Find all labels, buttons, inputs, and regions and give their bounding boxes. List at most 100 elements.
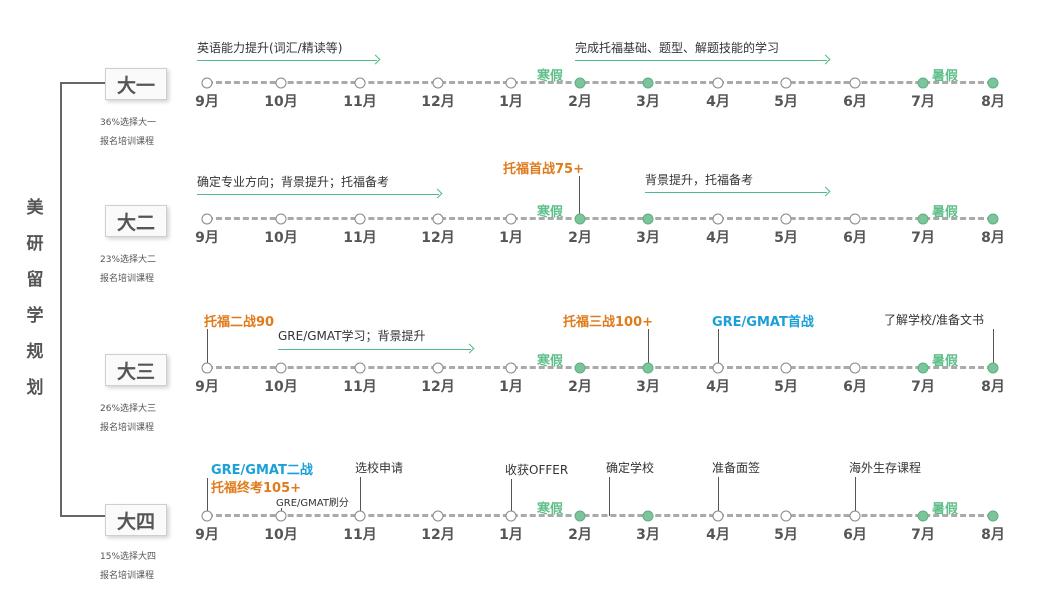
event-label: 收获OFFER: [505, 463, 569, 477]
month-label: 5月: [774, 94, 798, 110]
timeline-node: [712, 362, 724, 374]
timeline-node: [917, 77, 929, 89]
month-label: 11月: [343, 527, 377, 543]
month-label: 4月: [706, 527, 730, 543]
timeline-node: [917, 362, 929, 374]
month-label: 1月: [499, 527, 523, 543]
timeline-node: [505, 510, 517, 522]
timeline-node: [642, 362, 654, 374]
summer-break-label: 暑假: [932, 205, 959, 220]
arrow-label: 背景提升，托福备考: [645, 173, 754, 187]
event-pointer: [360, 477, 361, 516]
month-label: 2月: [568, 379, 592, 395]
timeline-node: [432, 362, 444, 374]
timeline-node: [432, 77, 444, 89]
arrow-line: [197, 60, 377, 61]
event-label: 托福终考105+: [211, 481, 302, 496]
timeline-node: [505, 77, 517, 89]
event-pointer: [855, 477, 856, 516]
year-badge: 大四: [105, 504, 167, 536]
month-label: 2月: [568, 527, 592, 543]
timeline-node: [354, 510, 366, 522]
timeline-node: [780, 510, 792, 522]
arrow-label: 英语能力提升(词汇/精读等): [197, 41, 343, 55]
month-label: 3月: [636, 230, 660, 246]
timeline-node: [574, 77, 586, 89]
timeline-node: [849, 510, 861, 522]
month-label: 9月: [195, 230, 219, 246]
event-label: 选校申请: [355, 461, 404, 475]
event-pointer: [609, 477, 610, 516]
event-label: 了解学校/准备文书: [884, 313, 985, 327]
event-label: 准备面签: [712, 461, 761, 475]
month-label: 5月: [774, 230, 798, 246]
month-label: 3月: [636, 94, 660, 110]
timeline-node: [354, 77, 366, 89]
month-label: 1月: [499, 379, 523, 395]
year-note: 报名培训课程: [100, 423, 155, 433]
month-label: 6月: [843, 94, 867, 110]
month-label: 9月: [195, 527, 219, 543]
timeline-node: [201, 510, 213, 522]
timeline-node: [642, 77, 654, 89]
timeline-node: [275, 510, 287, 522]
timeline-node: [275, 77, 287, 89]
month-label: 6月: [843, 379, 867, 395]
timeline-node: [642, 213, 654, 225]
year-note: 15%选择大四: [100, 552, 157, 562]
timeline-node: [917, 213, 929, 225]
month-label: 10月: [264, 230, 298, 246]
timeline-node: [574, 213, 586, 225]
arrow-line: [197, 194, 439, 195]
arrow-line: [645, 192, 827, 193]
timeline-node: [505, 213, 517, 225]
timeline-node: [849, 77, 861, 89]
event-pointer: [648, 329, 649, 367]
year-note: 26%选择大三: [100, 404, 157, 414]
event-pointer: [511, 479, 512, 516]
timeline-node: [201, 213, 213, 225]
timeline-track: [207, 81, 993, 84]
month-label: 1月: [499, 230, 523, 246]
year-note: 36%选择大一: [100, 118, 157, 128]
event-label: 确定学校: [606, 461, 655, 475]
side-title-char: 留: [26, 270, 44, 290]
event-pointer: [718, 477, 719, 516]
timeline-node: [432, 510, 444, 522]
arrow-label: GRE/GMAT学习；背景提升: [278, 329, 426, 343]
timeline-node: [275, 362, 287, 374]
month-label: 12月: [421, 379, 455, 395]
event-label: 托福首战75+: [503, 162, 584, 177]
month-label: 8月: [981, 230, 1005, 246]
timeline-track: [207, 217, 993, 220]
year-badge: 大三: [105, 354, 167, 386]
event-label: 托福三战100+: [563, 315, 654, 330]
month-label: 3月: [636, 379, 660, 395]
timeline-node: [354, 362, 366, 374]
timeline-node: [987, 213, 999, 225]
month-label: 2月: [568, 230, 592, 246]
year-note: 报名培训课程: [100, 137, 155, 147]
year-badge: 大一: [105, 68, 167, 100]
event-pointer: [207, 329, 208, 367]
month-label: 7月: [911, 94, 935, 110]
side-title-char: 研: [26, 234, 44, 254]
summer-break-label: 暑假: [932, 69, 959, 84]
month-label: 12月: [421, 527, 455, 543]
timeline-node: [574, 510, 586, 522]
month-label: 5月: [774, 527, 798, 543]
summer-break-label: 暑假: [932, 502, 959, 517]
year-badge: 大二: [105, 205, 167, 237]
timeline-node: [712, 77, 724, 89]
timeline-node: [201, 362, 213, 374]
month-label: 12月: [421, 94, 455, 110]
timeline-track: [207, 366, 993, 369]
arrow-label: 完成托福基础、题型、解题技能的学习: [575, 41, 780, 55]
timeline-node: [574, 362, 586, 374]
month-label: 2月: [568, 94, 592, 110]
timeline-node: [780, 77, 792, 89]
side-title-char: 学: [26, 306, 44, 326]
winter-break-label: 寒假: [537, 205, 564, 220]
timeline-node: [849, 362, 861, 374]
side-title-char: 划: [26, 378, 44, 398]
